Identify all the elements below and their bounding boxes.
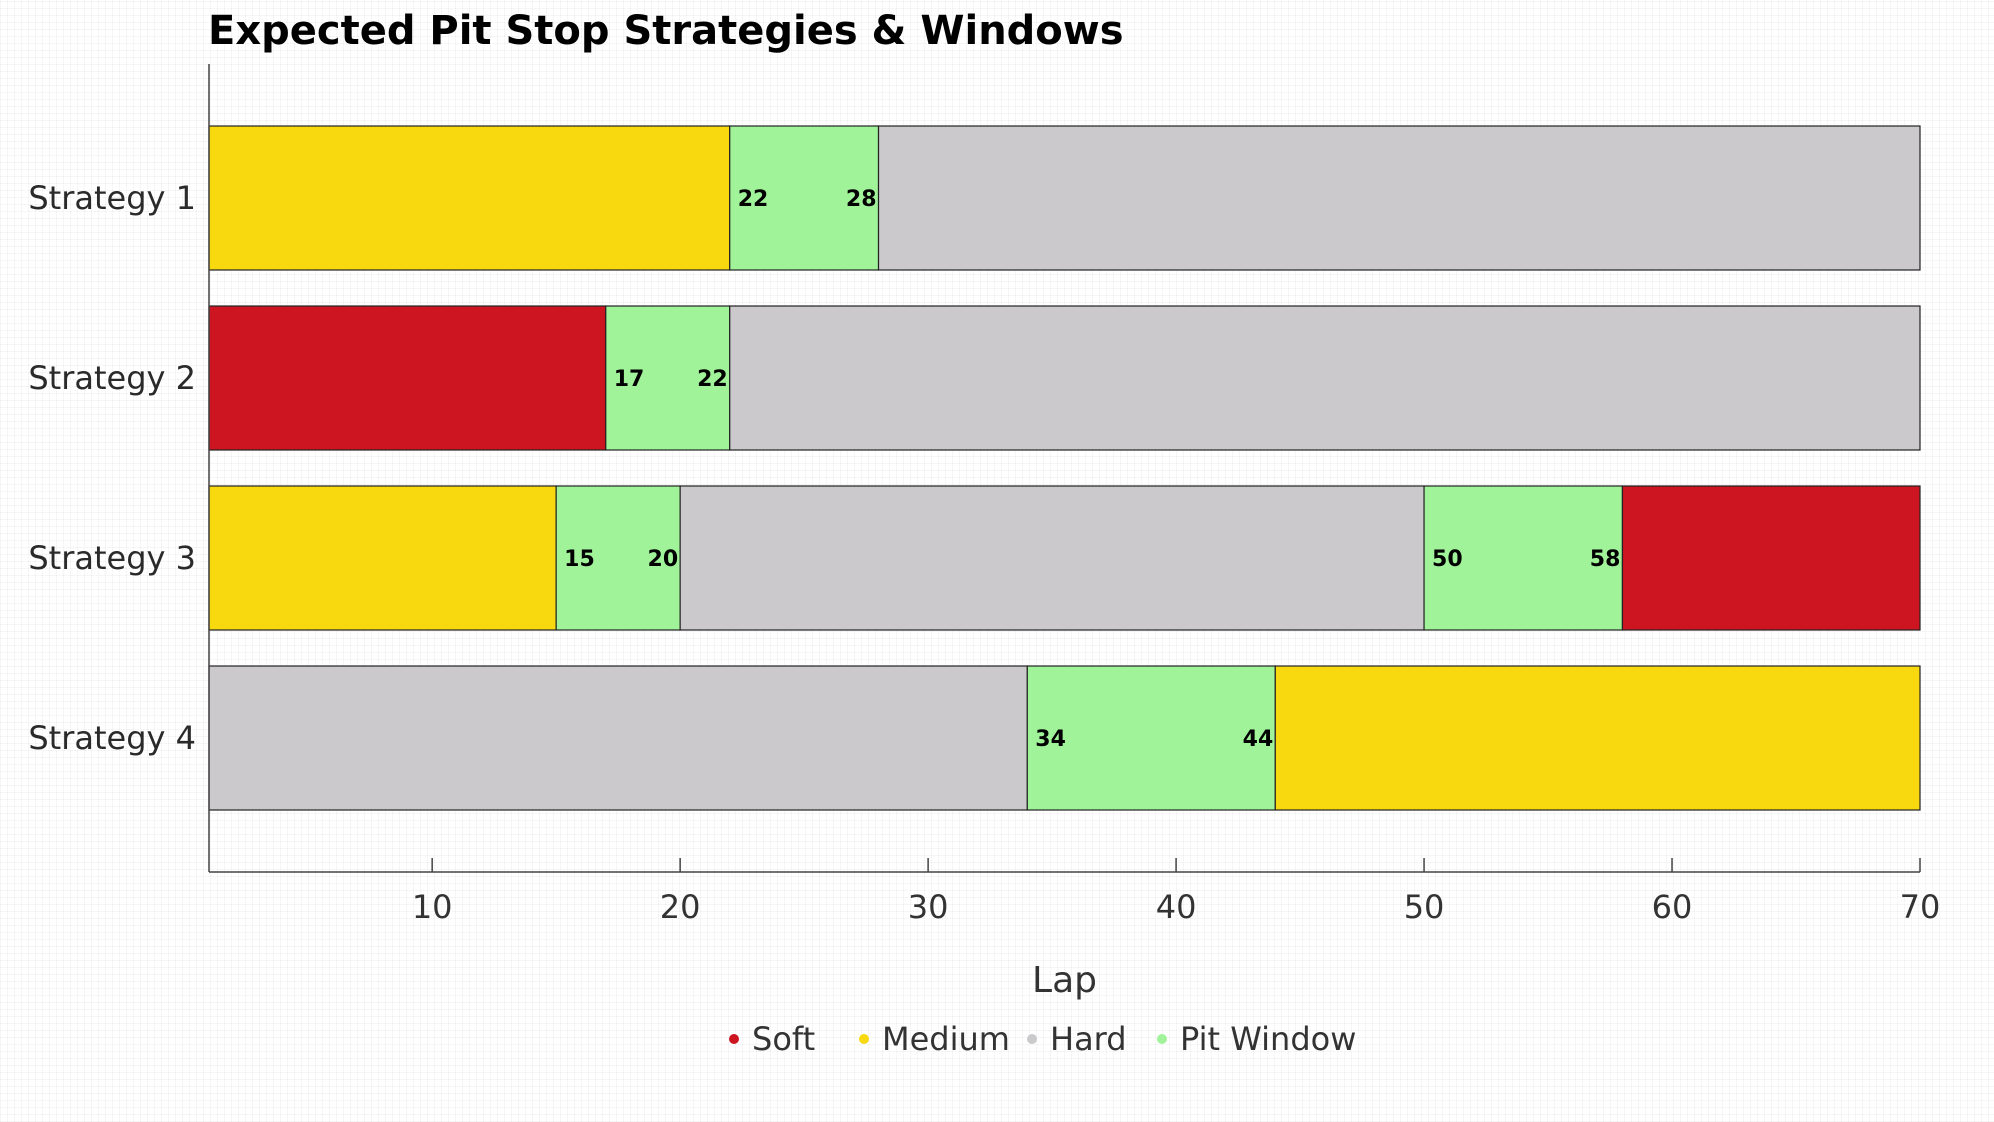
- legend-marker: [729, 1034, 739, 1044]
- y-category-label: Strategy 3: [28, 539, 196, 577]
- legend-label: Medium: [882, 1020, 1010, 1058]
- legend-label: Hard: [1050, 1020, 1127, 1058]
- pit-window-end-label: 44: [1243, 727, 1274, 752]
- bar-segment-medium: [208, 485, 557, 631]
- pit-window-start-label: 17: [614, 367, 645, 392]
- x-axis-title: Lap: [1032, 960, 1097, 1001]
- x-tick-label: 20: [660, 888, 701, 926]
- pit-window-end-label: 22: [697, 367, 728, 392]
- x-tick-label: 50: [1404, 888, 1445, 926]
- y-category-label: Strategy 2: [28, 359, 196, 397]
- pit-window-end-label: 20: [648, 547, 679, 572]
- legend-label: Soft: [752, 1020, 815, 1058]
- legend-item: Soft: [729, 1020, 815, 1058]
- plot-area: 22 28 Strategy 1 17 22 Strategy 2 15 20 50 58 Stra…: [28, 64, 1940, 926]
- bar-segment-pit-window: [555, 485, 681, 631]
- legend-item: Pit Window: [1157, 1020, 1356, 1058]
- bar-segment-hard: [679, 485, 1425, 631]
- y-category-label: Strategy 1: [28, 179, 196, 217]
- legend-item: Medium: [859, 1020, 1010, 1058]
- legend-marker: [1157, 1034, 1167, 1044]
- bar-segment-pit-window: [729, 125, 880, 271]
- pit-window-start-label: 34: [1035, 727, 1066, 752]
- pit-window-start-label: 15: [564, 547, 595, 572]
- legend-marker: [859, 1034, 869, 1044]
- x-tick-label: 30: [908, 888, 949, 926]
- bar-segment-medium: [208, 125, 731, 271]
- legend: Soft Medium Hard Pit Window: [729, 1020, 1356, 1058]
- chart-title: Expected Pit Stop Strategies & Windows: [208, 8, 1124, 54]
- x-tick-label: 70: [1900, 888, 1941, 926]
- legend-marker: [1027, 1034, 1037, 1044]
- bar-segment-hard: [729, 305, 1921, 451]
- bar-segment-pit-window: [1026, 665, 1276, 811]
- pit-window-end-label: 58: [1590, 547, 1621, 572]
- bar-segment-pit-window: [605, 305, 731, 451]
- bar-segment-hard: [208, 665, 1028, 811]
- bar-segment-soft: [1621, 485, 1921, 631]
- bar-segment-medium: [1274, 665, 1921, 811]
- pit-window-start-label: 22: [738, 187, 769, 212]
- bar-segment-soft: [208, 305, 607, 451]
- legend-item: Hard: [1027, 1020, 1127, 1058]
- pit-window-end-label: 28: [846, 187, 877, 212]
- y-category-label: Strategy 4: [28, 719, 196, 757]
- bar-segment-pit-window: [1423, 485, 1624, 631]
- x-tick-label: 10: [412, 888, 453, 926]
- x-tick-label: 60: [1652, 888, 1693, 926]
- pit-window-start-label: 50: [1432, 547, 1463, 572]
- x-tick-label: 40: [1156, 888, 1197, 926]
- bar-segment-hard: [877, 125, 1921, 271]
- legend-label: Pit Window: [1180, 1020, 1356, 1058]
